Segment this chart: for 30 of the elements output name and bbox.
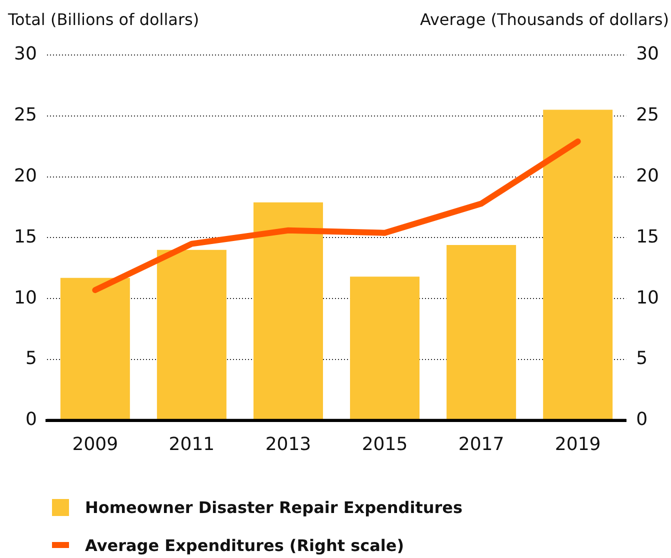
y2-tick-label: 0 [636,409,648,430]
bar [253,202,323,420]
y2-tick-label: 25 [636,104,659,126]
x-tick-label: 2009 [72,434,118,455]
y2-tick-label: 30 [636,44,659,65]
legend-label: Average Expenditures (Right scale) [85,536,404,554]
bar [543,110,613,420]
y2-tick-label: 15 [636,226,659,248]
y-tick-label: 0 [25,409,37,430]
x-tick-label: 2011 [168,434,215,455]
x-tick-label: 2019 [554,434,601,455]
legend-label: Homeowner Disaster Repair Expenditures [85,498,463,516]
y2-tick-label: 10 [636,287,659,308]
y-tick-label: 5 [25,348,37,370]
y-tick-label: 10 [14,287,37,308]
x-tick-label: 2017 [458,434,504,455]
y-tick-label: 30 [14,44,37,65]
y2-axis-title: Average (Thousands of dollars) [420,10,669,29]
x-tick-label: 2013 [265,434,312,455]
y-tick-label: 15 [14,226,37,248]
y2-tick-label: 5 [636,348,648,370]
x-tick-label: 2015 [362,434,408,455]
y-tick-label: 20 [14,165,37,186]
bar [156,250,226,420]
y2-tick-label: 20 [636,165,659,186]
y-tick-label: 25 [14,104,37,126]
y-axis-title: Total (Billions of dollars) [8,10,200,29]
bar [446,245,516,420]
bar [60,278,130,420]
bar [350,276,420,420]
